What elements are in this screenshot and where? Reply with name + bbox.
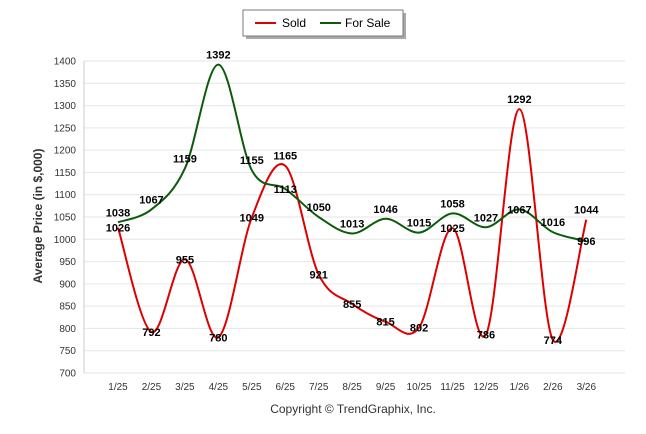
x-tick-label: 1/26 — [510, 382, 530, 393]
x-tick-label: 4/25 — [209, 382, 229, 393]
x-tick-label: 3/26 — [577, 382, 597, 393]
y-tick-label: 1250 — [54, 123, 77, 134]
y-axis-label: Average Price (in $,000) — [31, 149, 45, 284]
data-label-sold: 1292 — [507, 94, 531, 106]
data-label-sold: 1044 — [574, 205, 599, 217]
data-label-for-sale: 1038 — [106, 207, 130, 219]
data-label-for-sale: 1027 — [474, 212, 498, 224]
x-tick-label: 2/26 — [543, 382, 563, 393]
data-label-for-sale: 1155 — [240, 155, 264, 167]
y-tick-label: 1300 — [54, 101, 77, 112]
x-tick-label: 7/25 — [309, 382, 329, 393]
data-label-for-sale: 1113 — [274, 184, 297, 196]
x-tick-label: 12/25 — [473, 382, 498, 393]
legend-item-for-sale[interactable]: For Sale — [320, 16, 391, 30]
series-line-for-sale — [117, 63, 587, 243]
y-tick-label: 1050 — [54, 213, 77, 224]
copyright-text: Copyright © TrendGraphix, Inc. — [270, 402, 436, 416]
y-tick-label: 700 — [59, 369, 76, 380]
data-label-sold: 802 — [410, 323, 428, 335]
series-lines — [117, 63, 588, 343]
x-tick-label: 3/25 — [175, 382, 195, 393]
y-tick-label: 750 — [59, 346, 76, 357]
y-tick-label: 1350 — [54, 79, 77, 90]
data-labels: 1026 792 955 780 1049 1165 921 855 815 802 1025 786… — [106, 50, 600, 347]
data-label-sold: 855 — [343, 299, 361, 311]
data-label-for-sale: 1046 — [373, 204, 397, 216]
y-tick-label: 1400 — [54, 57, 77, 68]
data-label-sold: 792 — [142, 327, 160, 339]
data-label-for-sale: 1015 — [407, 218, 431, 230]
x-tick-label: 5/25 — [242, 382, 262, 393]
data-label-for-sale: 1067 — [139, 194, 163, 206]
data-label-sold: 1026 — [106, 223, 130, 235]
gridlines — [83, 60, 625, 374]
data-label-sold: 786 — [477, 330, 495, 342]
data-label-for-sale: 1050 — [306, 202, 330, 214]
legend-label-sold: Sold — [282, 16, 306, 30]
data-label-sold: 1049 — [240, 212, 264, 224]
y-tick-label: 900 — [59, 279, 76, 290]
y-tick-label: 1100 — [54, 190, 76, 201]
y-tick-label: 1000 — [54, 235, 77, 246]
y-tick-label: 1200 — [54, 146, 77, 157]
data-label-sold: 780 — [209, 332, 227, 344]
x-tick-label: 1/25 — [108, 382, 128, 393]
legend-label-for-sale: For Sale — [345, 16, 391, 30]
x-tick-label: 10/25 — [407, 382, 432, 393]
data-label-sold: 815 — [376, 317, 394, 329]
data-label-sold: 921 — [310, 269, 328, 281]
data-label-sold: 774 — [544, 335, 563, 347]
data-label-for-sale: 1159 — [173, 153, 197, 165]
y-tick-label: 850 — [59, 302, 76, 313]
x-tick-label: 6/25 — [276, 382, 296, 393]
x-tick-label: 2/25 — [142, 382, 162, 393]
data-label-for-sale: 1392 — [206, 50, 230, 62]
data-label-sold: 955 — [176, 254, 194, 266]
data-label-sold: 1025 — [440, 223, 464, 235]
y-tick-label: 1150 — [54, 168, 76, 179]
legend: Sold For Sale — [242, 9, 406, 39]
data-label-for-sale: 1016 — [541, 217, 565, 229]
x-axis-ticks: 1/25 2/25 3/25 4/25 5/25 6/25 7/25 8/25 9/25 10/2… — [108, 382, 596, 393]
y-axis-ticks: 700 750 800 850 900 950 1000 1050 1100 1150 1200 12… — [54, 57, 77, 380]
data-label-for-sale: 1058 — [440, 198, 464, 210]
data-label-for-sale: 1067 — [507, 204, 531, 216]
x-tick-label: 8/25 — [342, 382, 362, 393]
legend-item-sold[interactable]: Sold — [255, 16, 306, 30]
x-tick-label: 11/25 — [440, 382, 465, 393]
data-label-for-sale: 996 — [577, 236, 595, 248]
x-tick-label: 9/25 — [376, 382, 396, 393]
data-label-sold: 1165 — [273, 151, 297, 163]
y-tick-label: 950 — [59, 257, 76, 268]
y-tick-label: 800 — [59, 324, 76, 335]
series-line-sold — [117, 108, 588, 343]
data-label-for-sale: 1013 — [340, 218, 364, 230]
